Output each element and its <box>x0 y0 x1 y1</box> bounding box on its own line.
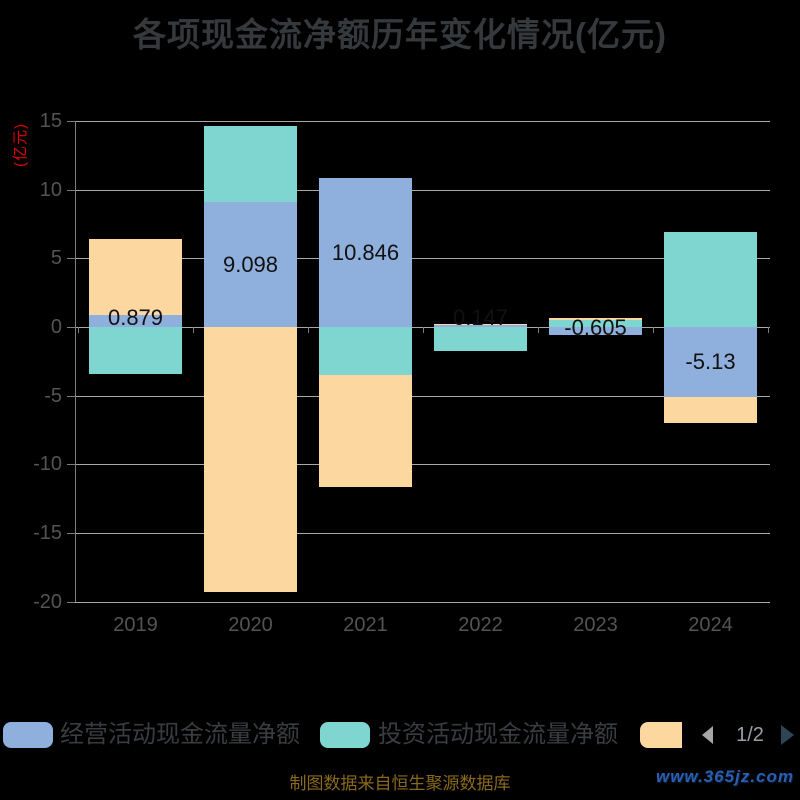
bar-operating-2022[interactable] <box>434 324 527 327</box>
y-axis-tick <box>67 327 75 328</box>
y-axis-tick-label: -10 <box>33 453 62 476</box>
legend-label-operating[interactable]: 经营活动现金流量净额 <box>60 721 300 748</box>
legend-swatch-operating[interactable] <box>3 722 53 748</box>
y-axis-tick-label: 15 <box>39 110 62 133</box>
bar-investing-2020[interactable] <box>204 126 297 203</box>
legend-swatch-investing[interactable] <box>320 722 370 748</box>
y-axis-line <box>75 121 76 602</box>
data-source-note: 制图数据来自恒生聚源数据库 <box>289 774 511 793</box>
gridline--5 <box>75 395 770 397</box>
bar-operating-2024[interactable] <box>664 327 757 398</box>
y-axis-tick <box>67 395 75 397</box>
bar-financing-2024[interactable] <box>664 397 757 424</box>
x-axis-tick <box>308 327 309 333</box>
y-axis-tick <box>67 601 75 603</box>
bar-operating-2020[interactable] <box>204 202 297 327</box>
y-axis-tick <box>67 189 75 191</box>
y-axis-tick <box>67 121 75 123</box>
y-axis-tick-label: -20 <box>33 590 62 613</box>
bar-operating-2021[interactable] <box>319 178 412 327</box>
bar-operating-2023[interactable] <box>549 327 642 336</box>
x-axis-label-2020: 2020 <box>228 614 273 636</box>
x-axis-tick <box>423 327 424 333</box>
gridline-0 <box>75 327 770 328</box>
legend-label-investing[interactable]: 投资活动现金流量净额 <box>378 721 618 748</box>
bar-financing-2023[interactable] <box>549 317 642 321</box>
site-watermark: www.365jz.com <box>655 767 794 786</box>
gridline-15 <box>75 121 770 123</box>
y-axis-tick-label: 5 <box>50 247 62 270</box>
chart-title: 各项现金流净额历年变化情况(亿元) <box>133 16 667 53</box>
y-axis-tick-label: 0 <box>50 316 62 338</box>
y-axis-tick <box>67 258 75 260</box>
gridline-10 <box>75 189 770 191</box>
y-axis-tick-label: -15 <box>33 521 62 544</box>
gridline--20 <box>75 601 770 603</box>
x-axis-label-2022: 2022 <box>458 614 503 636</box>
gridline-5 <box>75 258 770 260</box>
bar-value-label: -0.605 <box>564 315 627 340</box>
bar-financing-2022[interactable] <box>434 323 527 325</box>
legend-pager-next-icon[interactable] <box>781 725 794 745</box>
y-axis-tick-label: -5 <box>44 384 62 407</box>
x-axis-label-2024: 2024 <box>688 614 733 636</box>
x-axis-label-2021: 2021 <box>343 614 388 636</box>
x-axis-label-2023: 2023 <box>573 614 618 636</box>
bar-financing-2019[interactable] <box>89 239 182 315</box>
bar-investing-2022[interactable] <box>434 327 527 352</box>
y-axis-tick-label: 10 <box>39 178 62 201</box>
y-axis-tick <box>67 532 75 534</box>
bar-investing-2021[interactable] <box>319 327 412 376</box>
bar-financing-2021[interactable] <box>319 375 412 487</box>
legend-pager-page-indicator: 1/2 <box>736 724 764 746</box>
bar-operating-2019[interactable] <box>89 314 182 327</box>
bar-value-label: -5.13 <box>685 349 736 375</box>
x-axis-tick <box>768 327 769 333</box>
x-axis-tick <box>78 327 79 333</box>
gridline--10 <box>75 464 770 466</box>
x-axis-tick <box>653 327 654 333</box>
x-axis-tick <box>193 327 194 333</box>
bar-investing-2023[interactable] <box>549 320 642 327</box>
legend: 经营活动现金流量净额 投资活动现金流量净额 1/2 <box>0 719 800 751</box>
x-axis-tick <box>538 327 539 333</box>
plot-area: 15 10 5 0 -5 -10 -15 -20 0.879 9.098 10.846 0.147 -0… <box>33 110 770 636</box>
bar-value-label: 10.846 <box>331 239 400 265</box>
bar-value-label: 0.147 <box>452 305 509 330</box>
bar-investing-2019[interactable] <box>89 327 182 375</box>
bar-value-label: 0.879 <box>107 305 164 330</box>
y-axis-tick <box>67 464 75 466</box>
legend-pager-prev-icon[interactable] <box>702 726 713 744</box>
gridline--15 <box>75 532 770 534</box>
bar-investing-2024[interactable] <box>664 232 757 327</box>
bar-financing-2020[interactable] <box>204 327 297 592</box>
bar-value-label: 9.098 <box>222 251 279 277</box>
x-axis-label-2019: 2019 <box>113 614 158 636</box>
legend-swatch-financing-clipped[interactable] <box>640 722 682 748</box>
